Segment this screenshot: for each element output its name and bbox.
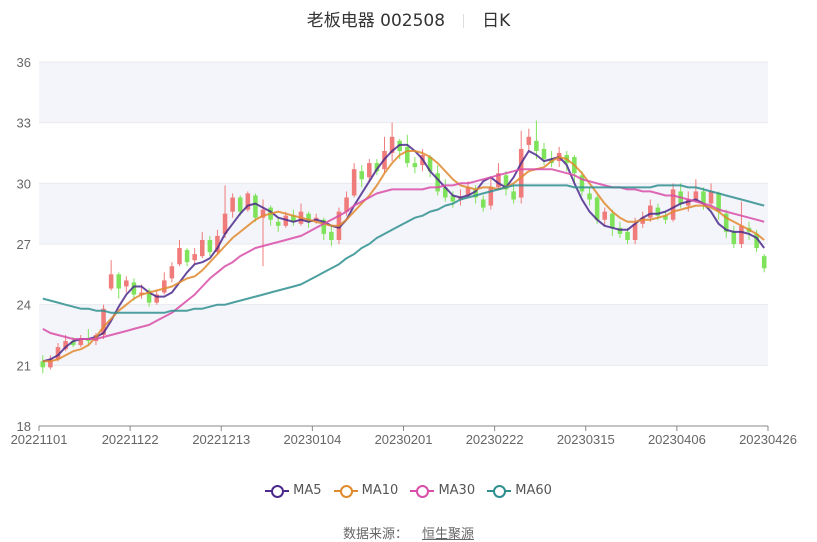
ma5-line-icon xyxy=(265,484,290,498)
candle xyxy=(518,130,524,204)
ma10-line-icon xyxy=(333,484,358,498)
candle xyxy=(275,217,281,232)
title-separator xyxy=(463,14,465,28)
candle xyxy=(374,159,380,176)
ma60-line-icon xyxy=(487,484,512,498)
grid-band xyxy=(39,304,768,366)
candle xyxy=(131,278,137,301)
ma-line-ma30 xyxy=(42,168,765,340)
candle xyxy=(488,177,494,210)
y-tick-label: 24 xyxy=(17,298,31,313)
source-link[interactable]: 恒生聚源 xyxy=(422,527,475,542)
candle xyxy=(761,254,767,273)
candle xyxy=(253,193,258,222)
candle xyxy=(723,209,729,238)
candle xyxy=(511,185,516,204)
period-label: 日K xyxy=(482,11,511,31)
stock-name: 老板电器 002508 xyxy=(306,11,446,31)
candle xyxy=(108,260,114,291)
candle xyxy=(708,183,714,208)
candle xyxy=(199,231,205,259)
candle xyxy=(427,155,433,178)
candle xyxy=(587,187,592,206)
x-tick-label: 20230222 xyxy=(466,432,524,447)
legend-item-ma10[interactable]: MA10 xyxy=(333,483,398,498)
data-source: 数据来源： 恒生聚源 xyxy=(0,523,817,542)
y-tick-label: 33 xyxy=(17,116,31,131)
candle xyxy=(534,120,539,160)
candle xyxy=(693,179,699,202)
x-tick-label: 20230104 xyxy=(283,432,341,447)
candle xyxy=(442,179,448,202)
candle xyxy=(162,272,167,295)
candle xyxy=(40,355,46,374)
x-tick-label: 20230426 xyxy=(739,432,797,447)
y-tick-label: 21 xyxy=(17,358,31,373)
candle xyxy=(215,229,220,255)
grid-band xyxy=(39,183,768,244)
candle xyxy=(382,136,387,174)
candle xyxy=(610,209,615,236)
candle xyxy=(480,195,486,212)
candle xyxy=(412,157,418,174)
candle xyxy=(260,199,266,267)
ma-line-ma5 xyxy=(42,143,765,363)
candle xyxy=(116,272,122,299)
y-tick-label: 30 xyxy=(17,176,31,191)
chart-title: 老板电器 002508 日K xyxy=(0,6,817,31)
ma-line-ma60 xyxy=(42,184,765,314)
candle xyxy=(389,122,395,162)
legend-item-ma60[interactable]: MA60 xyxy=(487,483,552,498)
x-tick-label: 20230201 xyxy=(375,432,433,447)
grid-band xyxy=(39,62,768,123)
candle xyxy=(291,209,296,226)
candle xyxy=(648,199,653,222)
candle xyxy=(663,211,668,224)
y-tick-label: 27 xyxy=(17,237,31,252)
candle xyxy=(245,191,251,212)
ma-line-ma10 xyxy=(42,150,765,363)
candle xyxy=(230,193,235,218)
candle xyxy=(78,335,84,348)
candle xyxy=(351,163,357,198)
y-tick-label: 18 xyxy=(17,419,31,434)
source-label: 数据来源： xyxy=(342,527,408,542)
candle xyxy=(207,235,213,257)
candle xyxy=(359,165,365,188)
candle xyxy=(329,225,334,247)
candle xyxy=(496,163,501,190)
candle xyxy=(192,248,197,265)
candle xyxy=(124,276,129,293)
candle xyxy=(177,239,182,267)
x-tick-label: 20221122 xyxy=(102,432,159,447)
candlestick-chart: 18 21 24 27 30 33 36 20221101 20221122 20221213 20… xyxy=(11,55,797,447)
candle xyxy=(670,183,676,222)
candle xyxy=(169,262,175,283)
x-tick-label: 20221101 xyxy=(11,432,68,447)
candle xyxy=(731,225,737,249)
x-tick-label: 20230406 xyxy=(648,432,706,447)
x-tick-label: 20221213 xyxy=(192,432,250,447)
candle xyxy=(367,159,372,182)
candle xyxy=(602,207,608,226)
candle xyxy=(222,185,228,238)
candle xyxy=(716,191,721,220)
y-tick-label: 36 xyxy=(17,55,31,70)
candle xyxy=(526,128,532,151)
legend: MA5 MA10 MA30 MA60 xyxy=(0,483,817,501)
ma30-line-icon xyxy=(410,484,435,498)
legend-item-ma30[interactable]: MA30 xyxy=(410,483,475,498)
candle xyxy=(184,248,190,267)
candle xyxy=(503,171,509,196)
legend-item-ma5[interactable]: MA5 xyxy=(265,483,322,498)
x-tick-label: 20230315 xyxy=(557,432,615,447)
candle xyxy=(579,171,585,196)
candle xyxy=(86,328,91,346)
